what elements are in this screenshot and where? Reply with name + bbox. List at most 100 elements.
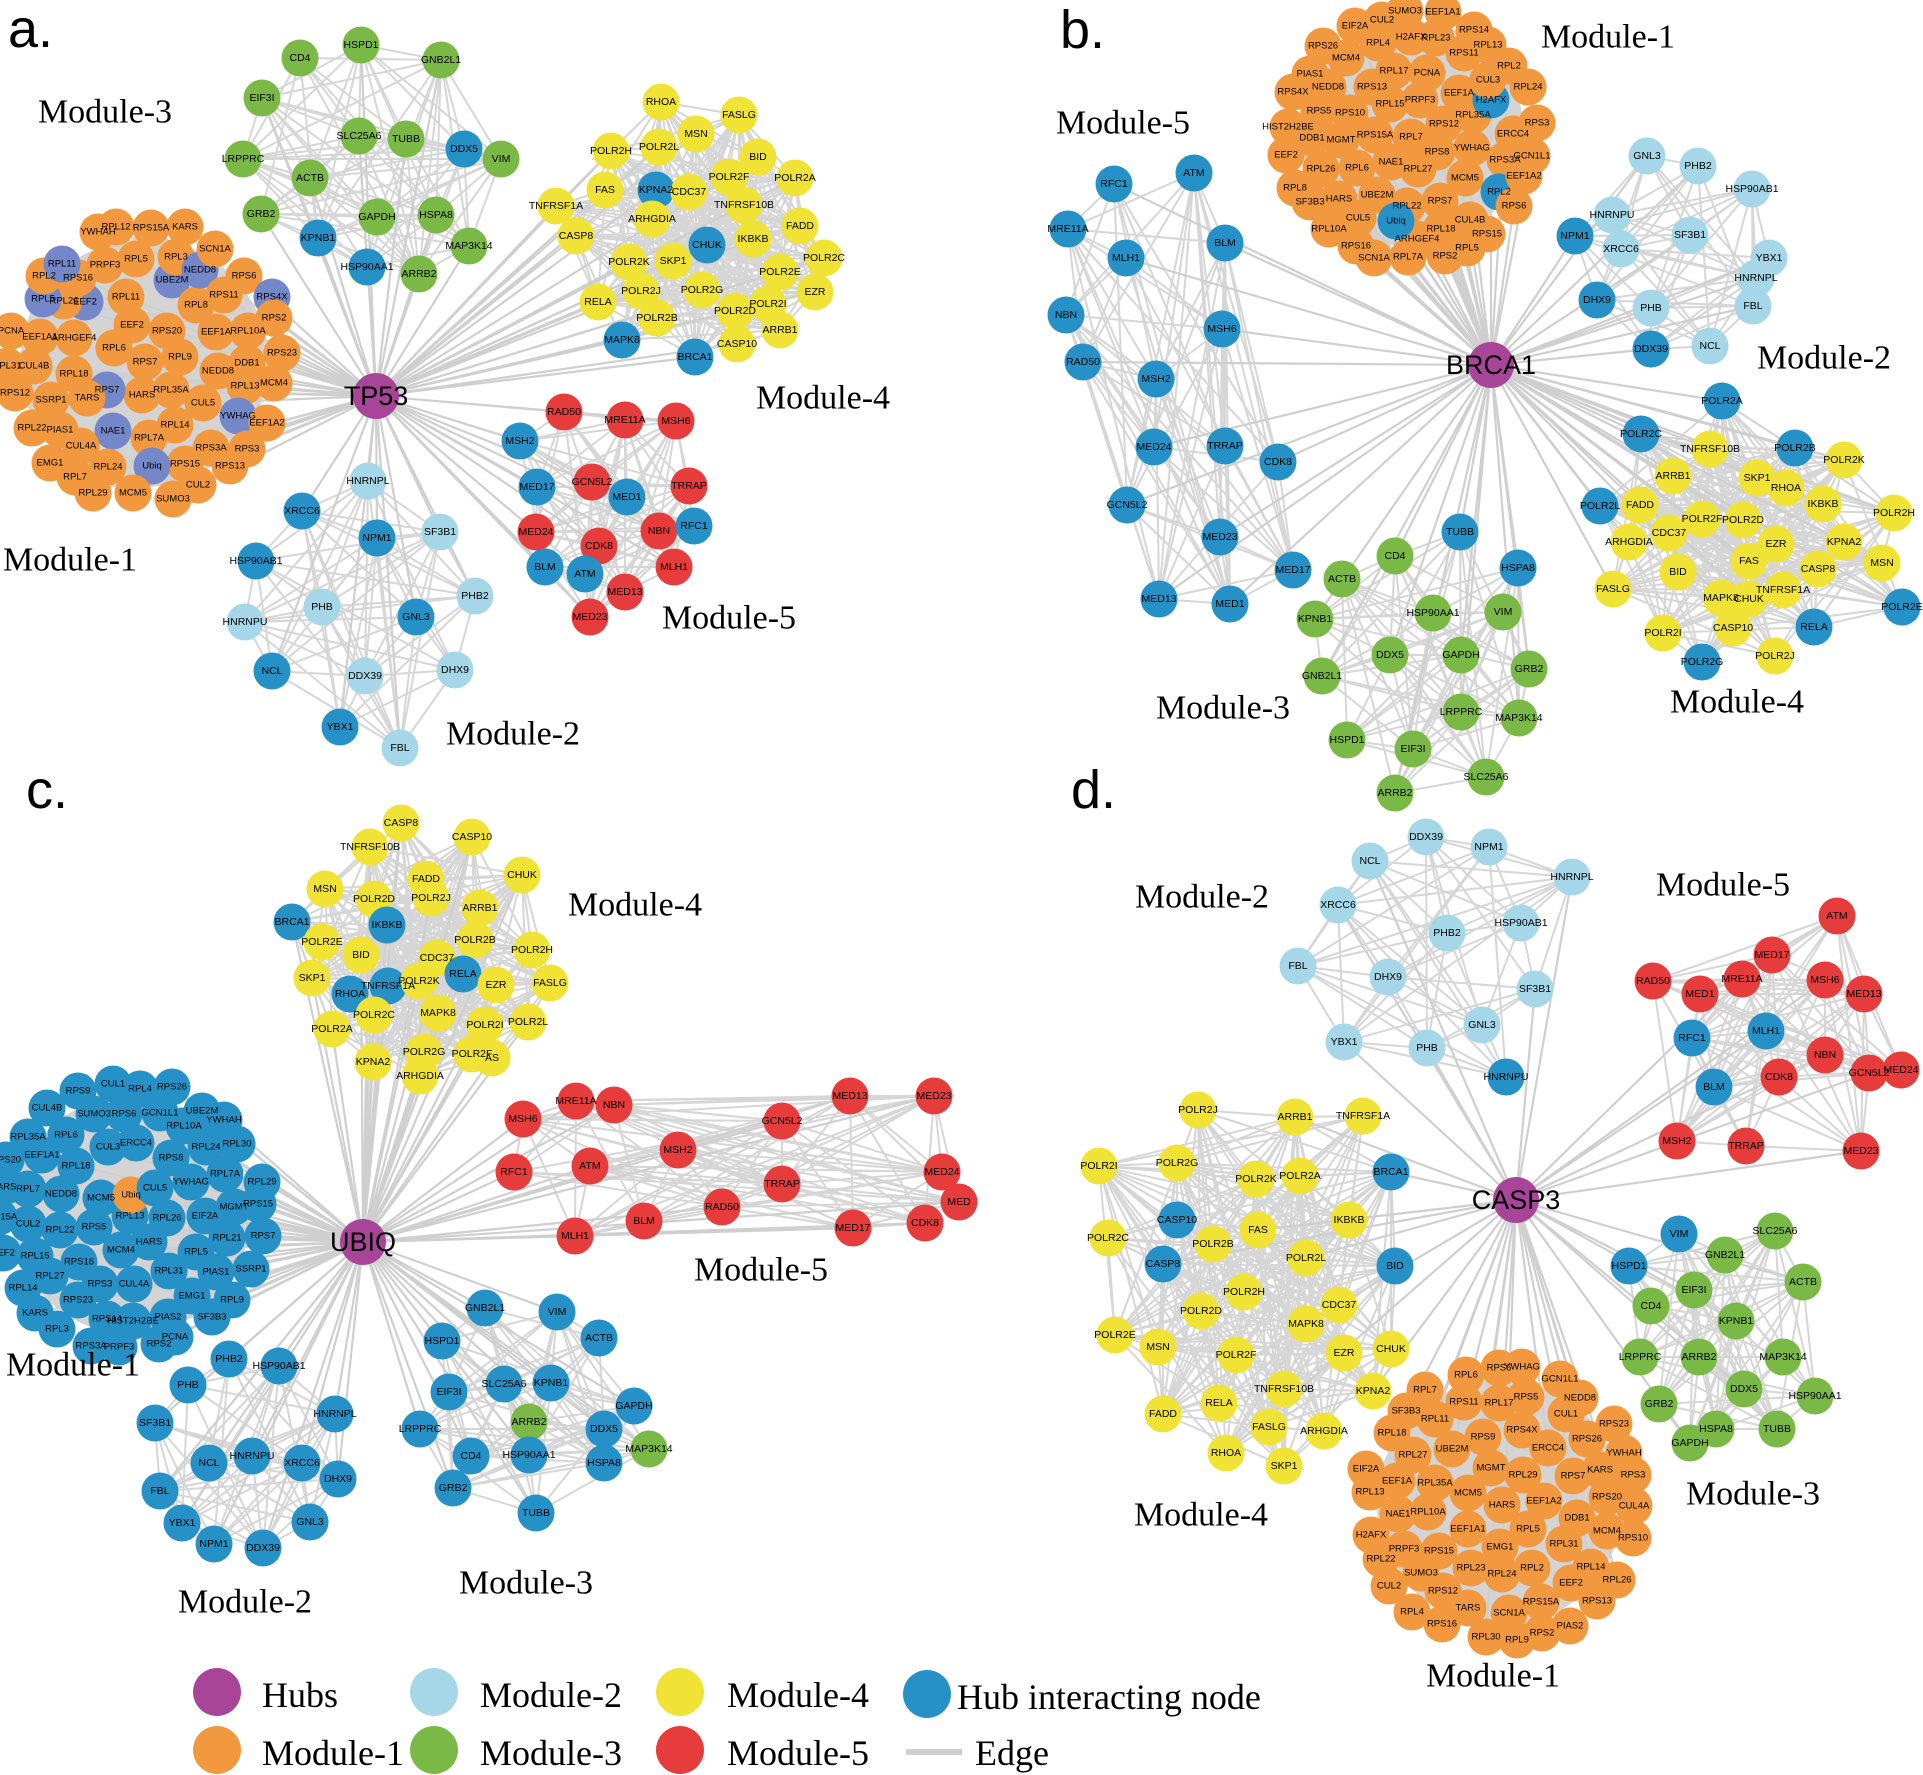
svg-text:BRCA1: BRCA1	[1446, 350, 1536, 380]
svg-text:KPNB1: KPNB1	[1298, 613, 1333, 625]
svg-text:POLR2G: POLR2G	[1681, 656, 1724, 668]
svg-text:SF3B1: SF3B1	[1519, 983, 1551, 995]
svg-text:RPL35A: RPL35A	[10, 1132, 46, 1143]
svg-text:ATM: ATM	[1183, 167, 1204, 179]
svg-text:CUL4B: CUL4B	[32, 1103, 63, 1114]
svg-text:CASP8: CASP8	[384, 817, 419, 829]
svg-text:DDX39: DDX39	[246, 1542, 280, 1554]
svg-text:DDX39: DDX39	[1634, 343, 1668, 355]
svg-text:RPS15A: RPS15A	[0, 1212, 18, 1223]
svg-text:BRCA1: BRCA1	[1373, 1166, 1408, 1178]
svg-text:TNFRSF1A: TNFRSF1A	[1756, 584, 1810, 596]
svg-text:FBL: FBL	[390, 742, 409, 754]
svg-text:VIM: VIM	[492, 153, 511, 165]
svg-text:HSP90AA1: HSP90AA1	[340, 261, 393, 273]
svg-text:IKBKB: IKBKB	[1808, 498, 1839, 510]
svg-text:PHB: PHB	[177, 1379, 199, 1391]
svg-text:HNRNPL: HNRNPL	[313, 1408, 356, 1420]
svg-text:Module-2: Module-2	[178, 1584, 312, 1621]
svg-text:FAS: FAS	[595, 184, 615, 196]
svg-text:CUL3: CUL3	[1476, 75, 1500, 86]
svg-text:POLR2K: POLR2K	[1235, 1173, 1276, 1185]
svg-text:BRCA1: BRCA1	[274, 916, 309, 928]
svg-text:RPS11: RPS11	[1449, 1397, 1478, 1408]
svg-text:GCN5L2: GCN5L2	[1107, 499, 1148, 511]
svg-text:CUL4A: CUL4A	[66, 441, 97, 452]
svg-text:ATM: ATM	[579, 1160, 600, 1172]
svg-text:EEF2: EEF2	[1274, 150, 1298, 161]
svg-text:MCM4: MCM4	[1332, 53, 1360, 64]
svg-text:SUMO3: SUMO3	[1388, 6, 1422, 17]
svg-text:ERCC4: ERCC4	[1497, 129, 1529, 140]
svg-text:ARRB1: ARRB1	[762, 324, 797, 336]
svg-text:RPS15: RPS15	[243, 1199, 273, 1210]
svg-text:PRPF3: PRPF3	[1405, 95, 1436, 106]
svg-text:RPL7: RPL7	[1413, 1385, 1437, 1396]
svg-text:EEF2: EEF2	[0, 1248, 15, 1259]
svg-text:NCL: NCL	[1359, 855, 1380, 867]
svg-text:RPL9: RPL9	[1505, 1635, 1529, 1646]
svg-text:CHUK: CHUK	[1376, 1343, 1406, 1355]
svg-text:HSPD1: HSPD1	[424, 1335, 459, 1347]
svg-text:KPNB1: KPNB1	[301, 232, 336, 244]
svg-text:DDX5: DDX5	[1376, 649, 1404, 661]
svg-text:RPS2: RPS2	[1530, 1628, 1555, 1639]
svg-text:RPL18: RPL18	[1377, 1428, 1406, 1439]
svg-text:Module-3: Module-3	[38, 94, 172, 131]
svg-text:MAPK8: MAPK8	[1703, 592, 1739, 604]
svg-text:EZR: EZR	[805, 286, 826, 298]
svg-text:MSH6: MSH6	[1207, 323, 1236, 335]
svg-text:KPNA2: KPNA2	[1827, 536, 1862, 548]
svg-text:Module-3: Module-3	[459, 1565, 593, 1602]
svg-text:EIF2A: EIF2A	[192, 1211, 219, 1222]
svg-text:TUBB: TUBB	[392, 133, 420, 145]
svg-text:ARHGEF4: ARHGEF4	[1395, 234, 1440, 245]
svg-text:CD4: CD4	[289, 52, 310, 64]
svg-text:RPL22: RPL22	[45, 1225, 74, 1236]
svg-text:PRPF3: PRPF3	[1389, 1544, 1420, 1555]
svg-text:NAE1: NAE1	[101, 426, 126, 437]
svg-text:EEF1A: EEF1A	[201, 327, 232, 338]
svg-text:GAPDH: GAPDH	[615, 1400, 652, 1412]
svg-text:RELA: RELA	[1800, 621, 1827, 633]
svg-text:RFC1: RFC1	[1100, 178, 1128, 190]
svg-text:MED24: MED24	[1136, 441, 1171, 453]
svg-text:CUL5: CUL5	[191, 398, 215, 409]
svg-text:RPS20: RPS20	[1592, 1492, 1622, 1503]
svg-text:EIF3I: EIF3I	[1400, 743, 1425, 755]
svg-text:SUMO3: SUMO3	[1404, 1568, 1438, 1579]
svg-text:YWHAG: YWHAG	[220, 411, 256, 422]
svg-text:GNL3: GNL3	[1633, 150, 1661, 162]
svg-text:NEDD8: NEDD8	[1564, 1393, 1596, 1404]
svg-text:CUL2: CUL2	[16, 1219, 40, 1230]
svg-text:RHOA: RHOA	[1211, 1447, 1241, 1459]
svg-text:RPL24: RPL24	[93, 462, 122, 473]
svg-text:b.: b.	[1060, 0, 1105, 60]
svg-text:Ubiq: Ubiq	[1386, 216, 1406, 227]
svg-text:RPL7: RPL7	[16, 1184, 40, 1195]
svg-text:HSPA8: HSPA8	[587, 1457, 621, 1469]
svg-text:MSH2: MSH2	[1141, 373, 1170, 385]
svg-text:CUL2: CUL2	[186, 480, 210, 491]
svg-text:SKP1: SKP1	[660, 255, 687, 267]
svg-text:RPL22: RPL22	[1392, 201, 1421, 212]
svg-text:RPL8: RPL8	[1283, 183, 1307, 194]
svg-text:RPL11: RPL11	[48, 259, 76, 270]
svg-text:BID: BID	[749, 151, 767, 163]
svg-text:RPS3: RPS3	[88, 1279, 113, 1290]
svg-text:MRE11A: MRE11A	[555, 1095, 596, 1107]
svg-text:RPL2: RPL2	[32, 271, 56, 282]
svg-text:RPL7: RPL7	[1399, 132, 1423, 143]
svg-text:RPL26: RPL26	[49, 296, 78, 307]
svg-text:H2AFX: H2AFX	[1476, 95, 1507, 106]
svg-text:NBN: NBN	[1814, 1049, 1836, 1061]
svg-text:MSN: MSN	[313, 883, 336, 895]
svg-text:EEF1A: EEF1A	[1382, 1476, 1413, 1487]
svg-text:CDK8: CDK8	[911, 1217, 939, 1229]
svg-text:UBE2M: UBE2M	[1361, 190, 1394, 201]
svg-text:MAP3K14: MAP3K14	[445, 240, 492, 252]
svg-text:RPL2: RPL2	[1487, 187, 1511, 198]
svg-text:YBX1: YBX1	[327, 721, 354, 733]
svg-text:RPS7: RPS7	[1428, 196, 1453, 207]
svg-text:Module-1: Module-1	[1541, 19, 1675, 56]
